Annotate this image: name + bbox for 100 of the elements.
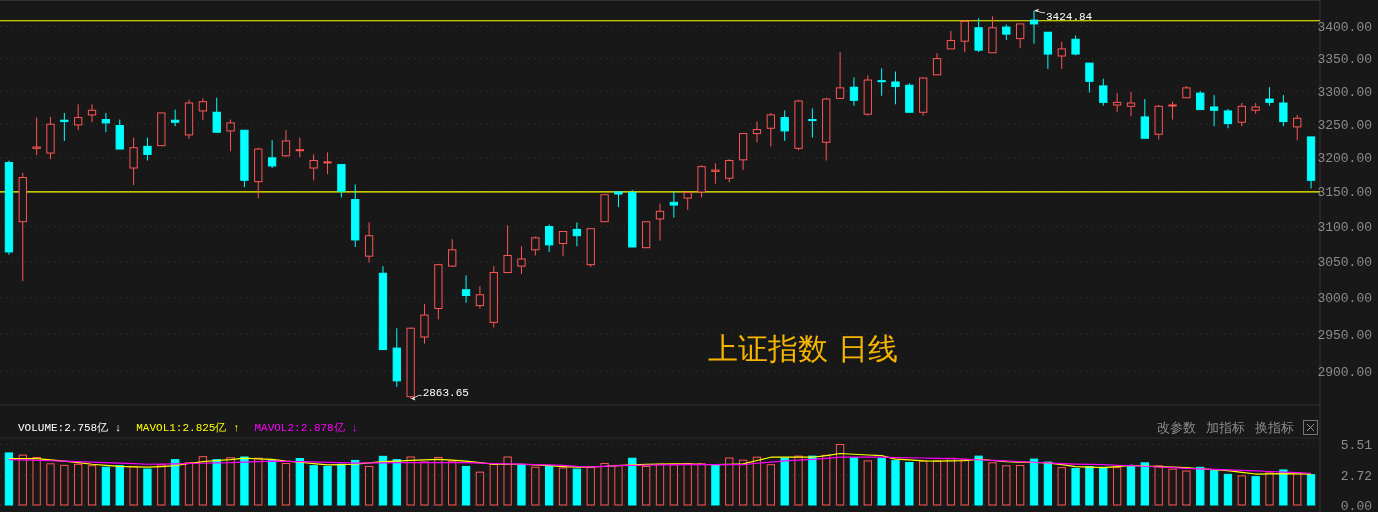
bar xyxy=(863,460,872,506)
y-tick-label: 5.51 xyxy=(1340,438,1373,454)
candlestick xyxy=(752,121,762,143)
candlestick xyxy=(531,235,540,256)
bar xyxy=(254,457,263,506)
y-tick-label: 2900.00 xyxy=(1317,364,1372,380)
bar xyxy=(129,465,138,506)
bar xyxy=(281,462,291,506)
bar xyxy=(226,457,235,506)
bar xyxy=(337,463,346,506)
annotation: 3424.84 xyxy=(1046,10,1093,23)
bar xyxy=(392,459,401,506)
candlestick xyxy=(1237,102,1246,127)
bar xyxy=(1085,466,1094,506)
bar xyxy=(378,455,388,506)
candlestick xyxy=(143,137,152,162)
bar xyxy=(835,443,845,506)
candlestick xyxy=(849,76,859,107)
bar xyxy=(1209,470,1219,506)
candlestick xyxy=(1085,62,1094,93)
bar xyxy=(1265,472,1274,506)
candlestick xyxy=(683,190,692,211)
candlestick xyxy=(1140,98,1149,139)
bar xyxy=(1154,465,1163,506)
bar xyxy=(1140,462,1149,506)
y-tick-label: 3300.00 xyxy=(1317,84,1372,100)
bar xyxy=(1071,467,1080,506)
bar xyxy=(794,455,803,506)
bar xyxy=(1168,468,1177,506)
bar xyxy=(240,456,249,506)
bar xyxy=(1126,465,1136,506)
bar xyxy=(1002,465,1011,506)
bar xyxy=(1251,476,1260,506)
bar xyxy=(420,461,429,506)
bar xyxy=(448,460,457,506)
candlestick xyxy=(974,17,983,53)
bar xyxy=(725,457,734,506)
bar xyxy=(1279,469,1288,506)
bar xyxy=(628,457,637,506)
bar xyxy=(1043,461,1053,506)
candlestick xyxy=(891,71,900,105)
bar xyxy=(946,457,956,506)
candlestick xyxy=(1112,92,1122,113)
bar xyxy=(4,452,14,506)
y-tick-label: 3150.00 xyxy=(1317,185,1372,201)
bar xyxy=(545,465,554,506)
bar xyxy=(905,461,914,506)
bar xyxy=(171,459,180,506)
bar xyxy=(46,463,55,506)
bar xyxy=(489,463,498,506)
bar xyxy=(32,456,41,506)
bar xyxy=(655,463,665,506)
bar xyxy=(1016,464,1025,506)
text: MAVOL2:2.878亿 ↓ xyxy=(254,421,358,434)
candlestick xyxy=(545,224,554,253)
bar xyxy=(87,465,97,506)
y-tick-label: 3100.00 xyxy=(1317,220,1372,236)
bar xyxy=(101,466,111,506)
bar xyxy=(503,456,512,506)
bar xyxy=(1182,470,1191,506)
candlestick xyxy=(766,112,775,147)
bar xyxy=(351,459,360,506)
bar xyxy=(18,454,27,506)
bar xyxy=(974,455,983,506)
y-tick-label: 0.00 xyxy=(1340,498,1372,512)
candlestick xyxy=(1196,90,1205,111)
candlestick xyxy=(420,303,429,345)
bar xyxy=(184,462,194,506)
text: 换指标 xyxy=(1255,419,1294,435)
candlestick xyxy=(877,67,886,97)
bar xyxy=(115,465,124,506)
bar xyxy=(697,463,706,506)
candlestick xyxy=(448,238,457,268)
candlestick xyxy=(1209,94,1219,127)
candlestick xyxy=(1043,31,1053,70)
bar xyxy=(434,456,443,506)
candlestick xyxy=(1016,23,1025,49)
candlestick xyxy=(1279,94,1288,127)
candlestick xyxy=(281,129,291,158)
candlestick xyxy=(267,139,277,169)
bar xyxy=(74,463,83,506)
bar xyxy=(461,465,471,506)
candlestick xyxy=(475,285,485,310)
candlestick xyxy=(60,112,69,142)
candlestick xyxy=(87,103,97,123)
bar xyxy=(669,464,679,506)
candlestick xyxy=(572,221,582,247)
bar xyxy=(752,456,762,506)
bar xyxy=(212,459,221,506)
text: 上证指数 日线 xyxy=(708,330,898,366)
bar xyxy=(475,471,485,506)
bar xyxy=(683,462,692,506)
bar xyxy=(849,457,859,506)
bar xyxy=(364,465,374,506)
bar xyxy=(586,467,595,506)
candlestick xyxy=(1265,86,1274,107)
candlestick xyxy=(558,231,568,257)
bar xyxy=(766,464,775,506)
candlestick xyxy=(960,19,969,53)
y-tick-label: 3200.00 xyxy=(1317,151,1372,167)
